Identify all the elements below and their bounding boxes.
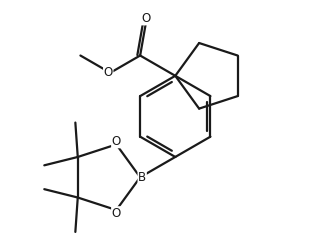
Text: O: O <box>112 207 121 220</box>
Text: O: O <box>141 12 151 25</box>
Text: B: B <box>138 171 146 184</box>
Text: O: O <box>112 135 121 148</box>
Text: O: O <box>104 66 113 79</box>
